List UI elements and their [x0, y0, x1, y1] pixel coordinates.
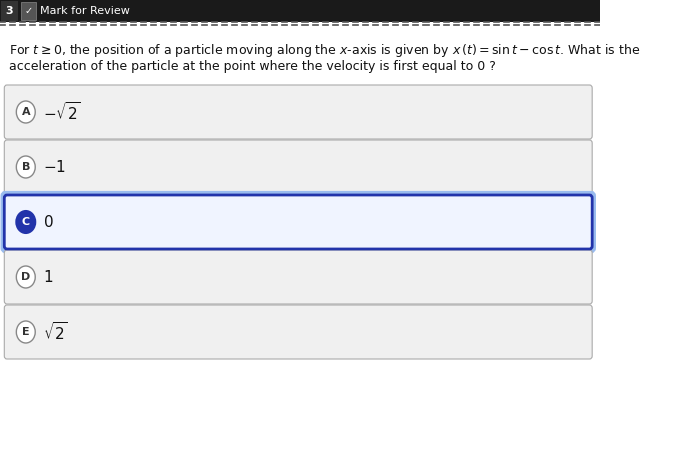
Text: C: C	[22, 217, 30, 227]
Text: Mark for Review: Mark for Review	[40, 6, 129, 16]
Circle shape	[16, 156, 35, 178]
FancyBboxPatch shape	[21, 2, 36, 20]
FancyBboxPatch shape	[4, 250, 592, 304]
Text: $1$: $1$	[43, 269, 53, 285]
FancyBboxPatch shape	[4, 195, 592, 249]
Text: $0$: $0$	[43, 214, 54, 230]
Circle shape	[16, 101, 35, 123]
Text: E: E	[22, 327, 29, 337]
Text: B: B	[22, 162, 30, 172]
Text: $-1$: $-1$	[43, 159, 66, 175]
Circle shape	[16, 321, 35, 343]
Text: A: A	[22, 107, 30, 117]
FancyBboxPatch shape	[1, 1, 18, 21]
Text: For $t \geq 0$, the position of a particle moving along the $x$-axis is given by: For $t \geq 0$, the position of a partic…	[8, 42, 640, 59]
Circle shape	[16, 266, 35, 288]
FancyBboxPatch shape	[4, 85, 592, 139]
FancyBboxPatch shape	[4, 140, 592, 194]
Text: ✓: ✓	[24, 6, 32, 16]
Circle shape	[16, 211, 35, 233]
FancyBboxPatch shape	[4, 305, 592, 359]
Text: D: D	[21, 272, 31, 282]
Text: $\sqrt{2}$: $\sqrt{2}$	[43, 321, 68, 343]
FancyBboxPatch shape	[3, 193, 594, 251]
Text: acceleration of the particle at the point where the velocity is first equal to 0: acceleration of the particle at the poin…	[8, 60, 496, 73]
FancyBboxPatch shape	[0, 0, 600, 22]
Text: 3: 3	[6, 6, 13, 16]
Text: $-\sqrt{2}$: $-\sqrt{2}$	[43, 101, 81, 123]
